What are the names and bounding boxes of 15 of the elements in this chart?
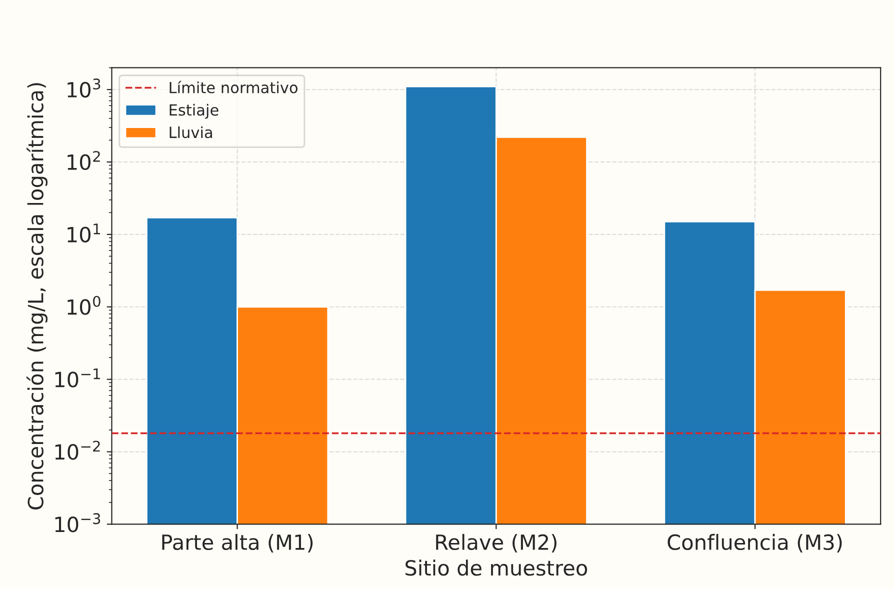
y-tick-label: 10$^{3}$ (68, 78, 100, 98)
legend-label: Lluvia (170, 126, 212, 138)
y-axis-title: Concentración (mg/L, escala logarítmica) (26, 83, 48, 510)
x-axis-title: Sitio de muestreo (406, 560, 588, 576)
y-tick-label: 10$^{2}$ (68, 150, 100, 170)
x-tick-label: Confluencia (M3) (668, 534, 842, 553)
y-tick-label: 10$^{0}$ (68, 296, 100, 315)
x-tick-label: Parte alta (M1) (162, 534, 313, 553)
legend-label: Límite normativo (170, 80, 298, 94)
y-tick-label: 10$^{1}$ (68, 224, 100, 242)
y-tick-label: 10$^{−2}$ (55, 440, 100, 460)
y-tick-label: 10$^{−1}$ (55, 368, 100, 388)
legend-label: Estiaje (170, 104, 218, 119)
x-tick-label: Relave (M2) (436, 534, 556, 553)
y-tick-label: 10$^{−3}$ (55, 513, 100, 532)
